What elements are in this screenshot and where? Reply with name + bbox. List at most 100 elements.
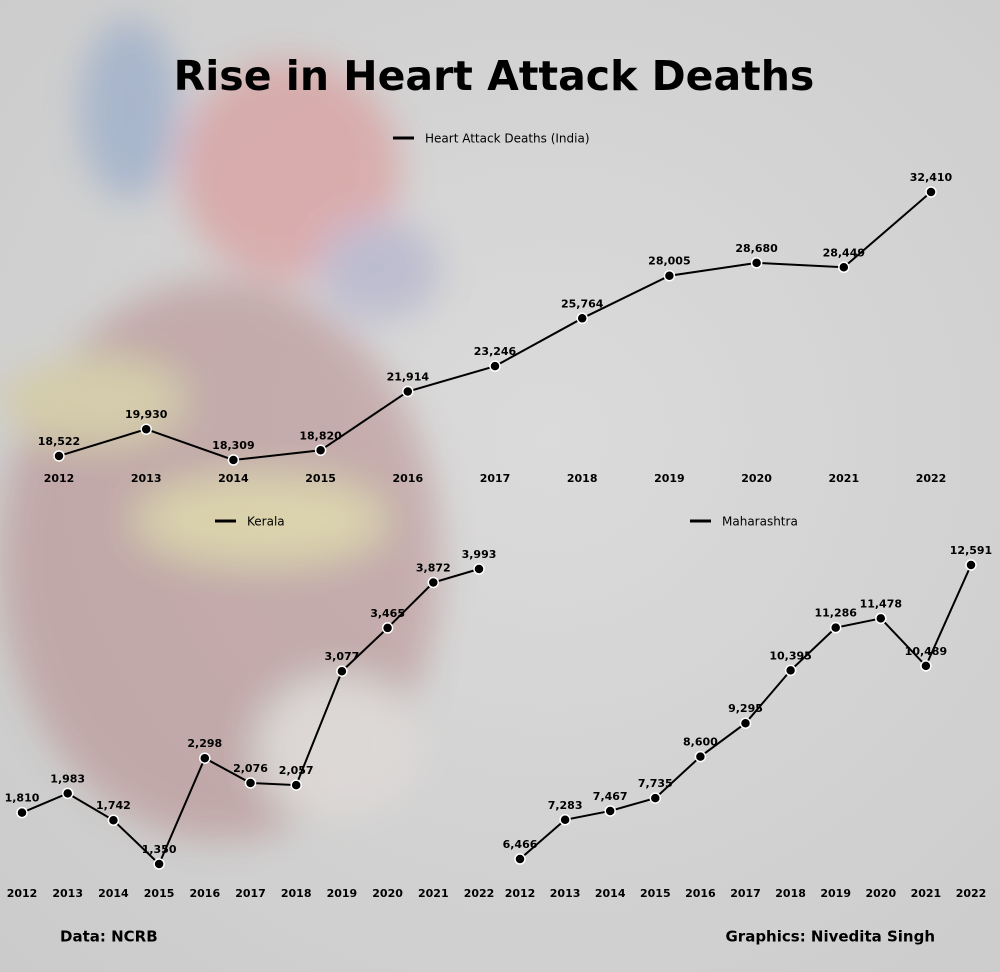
point [227, 454, 240, 466]
point [489, 360, 501, 372]
point [153, 858, 165, 870]
title: Rise in Heart Attack Deaths [174, 52, 815, 100]
point [290, 779, 302, 791]
value-label: 8,600 [683, 736, 718, 749]
x-tick-label: 2014 [98, 887, 129, 900]
point [199, 752, 211, 764]
value-label: 7,735 [638, 777, 673, 790]
value-label: 18,309 [212, 439, 254, 452]
point [739, 717, 752, 729]
point [514, 853, 526, 865]
value-label: 2,298 [187, 737, 222, 750]
value-label: 1,350 [142, 843, 177, 856]
legend-label: Maharashtra [722, 515, 798, 529]
x-tick-label: 2015 [144, 887, 175, 900]
point [140, 423, 152, 435]
point [829, 621, 842, 634]
value-label: 18,820 [299, 429, 342, 442]
value-label: 6,466 [503, 838, 538, 851]
point [604, 805, 616, 817]
value-label: 3,872 [416, 562, 451, 575]
x-tick-label: 2016 [685, 887, 716, 900]
point [402, 385, 414, 398]
value-label: 25,764 [561, 297, 604, 310]
point [965, 559, 977, 571]
point [427, 576, 440, 589]
x-tick-label: 2012 [7, 887, 38, 900]
value-label: 18,522 [38, 435, 80, 448]
value-label: 12,591 [950, 544, 992, 557]
point [381, 622, 394, 634]
point [473, 563, 485, 575]
point [875, 612, 887, 625]
x-tick-label: 2018 [567, 472, 598, 485]
value-label: 7,283 [548, 799, 583, 812]
x-tick-label: 2018 [281, 887, 312, 900]
x-tick-label: 2013 [131, 472, 162, 485]
x-tick-label: 2015 [305, 472, 336, 485]
credit: Graphics: Nivedita Singh [725, 928, 935, 946]
value-label: 28,680 [735, 242, 778, 255]
value-label: 2,076 [233, 762, 268, 775]
legend-label: Kerala [247, 515, 285, 529]
value-label: 10,489 [905, 645, 947, 658]
value-label: 1,742 [96, 799, 131, 812]
point [784, 664, 797, 677]
value-label: 3,465 [370, 607, 405, 620]
x-tick-label: 2018 [775, 887, 806, 900]
x-tick-label: 2021 [911, 887, 942, 900]
value-label: 3,077 [325, 650, 360, 663]
point [694, 750, 707, 763]
value-label: 11,286 [814, 607, 857, 620]
value-label: 9,295 [728, 702, 763, 715]
x-tick-label: 2013 [52, 887, 83, 900]
x-tick-label: 2012 [505, 887, 536, 900]
x-tick-label: 2020 [741, 472, 772, 485]
x-tick-label: 2016 [189, 887, 220, 900]
point [663, 269, 676, 282]
x-tick-label: 2019 [654, 472, 685, 485]
value-label: 11,478 [860, 597, 902, 610]
x-tick-label: 2021 [828, 472, 859, 485]
x-tick-label: 2020 [372, 887, 403, 900]
background-heart [0, 20, 440, 840]
x-tick-label: 2019 [327, 887, 358, 900]
value-label: 1,983 [50, 772, 85, 785]
value-label: 28,449 [823, 246, 865, 259]
point [576, 312, 588, 325]
point [750, 257, 763, 269]
point [925, 186, 937, 198]
value-label: 1,810 [5, 792, 40, 805]
x-tick-label: 2017 [480, 472, 511, 485]
value-label: 3,993 [462, 548, 497, 561]
value-label: 19,930 [125, 408, 168, 421]
point [649, 792, 662, 804]
point [53, 450, 65, 462]
x-tick-label: 2022 [956, 887, 987, 900]
x-tick-label: 2020 [865, 887, 896, 900]
point [314, 444, 327, 457]
point [107, 814, 120, 826]
x-tick-label: 2019 [820, 887, 851, 900]
x-tick-label: 2014 [218, 472, 249, 485]
source: Data: NCRB [60, 928, 158, 946]
x-tick-label: 2021 [418, 887, 449, 900]
value-label: 10,395 [769, 649, 811, 662]
x-tick-label: 2012 [44, 472, 75, 485]
point [559, 814, 571, 826]
x-tick-label: 2022 [464, 887, 495, 900]
value-label: 7,467 [593, 790, 628, 803]
point [16, 806, 28, 819]
point [244, 777, 257, 789]
x-tick-label: 2022 [916, 472, 947, 485]
x-tick-label: 2015 [640, 887, 671, 900]
value-label: 21,914 [387, 370, 430, 383]
point [838, 261, 850, 274]
x-tick-label: 2017 [235, 887, 266, 900]
value-label: 2,057 [279, 764, 314, 777]
x-tick-label: 2017 [730, 887, 761, 900]
x-tick-label: 2013 [550, 887, 581, 900]
value-label: 23,246 [474, 345, 517, 358]
